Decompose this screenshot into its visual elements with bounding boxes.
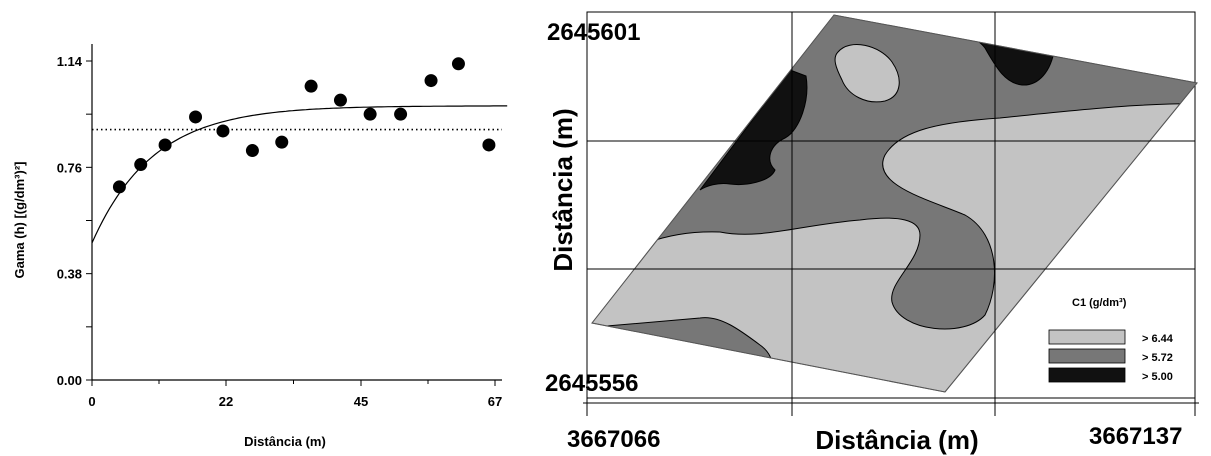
variogram-model-curve: [91, 105, 508, 244]
variogram-axes: [86, 44, 502, 386]
variogram-y-tick-label: 0.38: [57, 267, 82, 282]
map-y-bottom-label: 2645556: [545, 370, 638, 397]
map-x-left-label: 3667066: [567, 426, 660, 453]
variogram-point: [482, 138, 496, 152]
map-x-right-label: 3667137: [1089, 423, 1182, 450]
variogram-point: [134, 158, 148, 172]
variogram-points: [112, 57, 496, 194]
variogram-y-axis-title: Gama (h) [(g/dm³)²]: [12, 162, 27, 279]
legend-swatch-dark: [1048, 367, 1126, 383]
variogram-point: [245, 144, 259, 158]
map-legend: C1 (g/dm³) > 6.44 > 5.72 > 5.00: [1048, 297, 1174, 383]
legend-title: C1 (g/dm³): [1072, 297, 1127, 309]
variogram-point: [189, 110, 203, 124]
legend-swatch-light: [1048, 329, 1126, 345]
variogram-point: [424, 74, 438, 88]
variogram-point: [216, 124, 230, 138]
legend-swatch-medium: [1048, 348, 1126, 364]
map-frame: [586, 11, 1196, 399]
variogram-y-tick-label: 0.76: [57, 160, 82, 175]
variogram-x-tick-label: 45: [354, 394, 368, 409]
legend-label-medium: > 5.72: [1142, 352, 1173, 364]
variogram-y-tick-label: 1.14: [57, 54, 83, 69]
variogram-point: [333, 93, 347, 107]
variogram-x-tick-label: 0: [88, 394, 95, 409]
variogram-point: [394, 107, 408, 121]
map-x-axis-title: Distância (m): [815, 425, 978, 455]
legend-label-dark: > 5.00: [1142, 371, 1173, 383]
map-y-top-label: 2645601: [547, 19, 640, 46]
zone-dark-left: [699, 69, 808, 191]
variogram-point: [275, 135, 289, 149]
variogram-y-tick-label: 0.00: [57, 373, 82, 388]
variogram-x-tick-label: 22: [219, 394, 233, 409]
variogram-point: [363, 107, 377, 121]
variogram-point: [304, 79, 318, 93]
field-outline: [591, 14, 1198, 393]
legend-label-light: > 6.44: [1142, 333, 1174, 345]
variogram-x-axis-title: Distância (m): [244, 434, 326, 449]
variogram-point: [112, 180, 126, 194]
variogram-point: [451, 57, 465, 71]
variogram-point: [158, 138, 172, 152]
variogram-tick-labels: 0.00 0.38 0.76 1.14 0 22 45 67: [57, 54, 503, 409]
variogram-x-tick-label: 67: [488, 394, 502, 409]
variogram-model-line: [91, 105, 508, 244]
map-y-axis-title: Distância (m): [548, 108, 578, 271]
contour-map: 2645601 2645556 3667066 3667137 Distânci…: [545, 11, 1199, 455]
zone-light-island: [834, 44, 900, 103]
variogram-chart: 0.00 0.38 0.76 1.14 0 22 45 67 Distância (m) Ga…: [12, 44, 508, 449]
